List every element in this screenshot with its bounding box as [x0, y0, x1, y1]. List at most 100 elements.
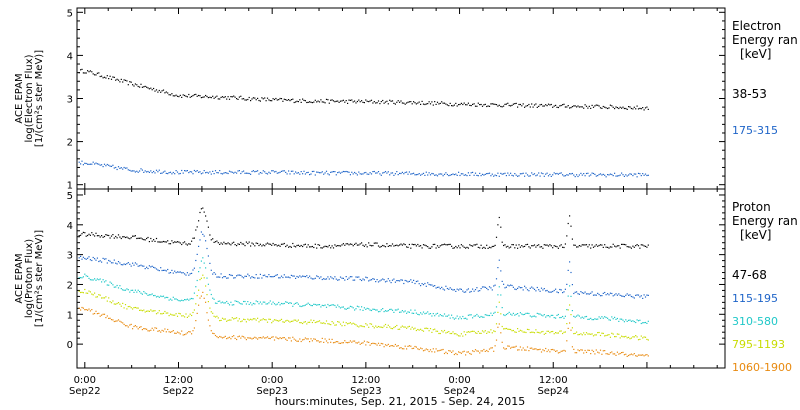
data-point	[324, 172, 326, 174]
data-point	[602, 246, 604, 248]
data-point	[115, 320, 117, 322]
data-point	[126, 80, 128, 82]
data-point	[293, 101, 295, 104]
data-point	[434, 351, 436, 353]
data-point	[577, 349, 579, 351]
data-point	[327, 99, 329, 101]
data-point	[514, 288, 516, 290]
data-point	[321, 322, 323, 324]
data-point	[307, 244, 309, 246]
data-point	[632, 354, 634, 356]
data-point	[324, 278, 326, 280]
data-point	[103, 163, 106, 165]
data-point	[427, 349, 429, 351]
data-point	[188, 243, 190, 245]
data-point	[89, 163, 91, 165]
data-point	[316, 101, 318, 103]
data-point	[303, 305, 305, 307]
data-point	[314, 277, 316, 279]
data-point	[626, 337, 628, 339]
data-point	[304, 304, 306, 306]
data-point	[88, 308, 90, 310]
data-point	[470, 330, 472, 333]
data-point	[304, 276, 306, 278]
data-point	[150, 294, 152, 296]
data-point	[354, 171, 356, 174]
data-point	[87, 70, 89, 72]
data-point	[584, 104, 586, 106]
data-point	[462, 315, 464, 318]
data-point	[231, 304, 233, 306]
data-point	[219, 276, 221, 278]
data-point	[553, 289, 555, 292]
data-point	[164, 241, 166, 243]
data-point	[587, 318, 589, 320]
data-point	[498, 301, 500, 303]
data-point	[542, 247, 544, 249]
data-point	[195, 229, 197, 231]
data-point	[231, 96, 233, 98]
data-point	[147, 87, 149, 89]
data-point	[223, 241, 225, 243]
y-axis-label-line: log(Electron Flux)	[24, 54, 35, 142]
data-point	[184, 170, 186, 172]
data-point	[290, 274, 292, 276]
data-point	[212, 273, 214, 275]
data-point	[248, 303, 250, 305]
data-point	[303, 244, 305, 246]
data-point	[230, 319, 232, 321]
data-point	[557, 352, 559, 354]
data-point	[349, 322, 351, 324]
data-point	[176, 331, 179, 333]
data-point	[288, 99, 290, 101]
data-point	[368, 341, 370, 343]
data-point	[205, 94, 207, 97]
data-point	[547, 175, 550, 177]
data-point	[445, 315, 447, 317]
data-point	[531, 316, 533, 318]
data-point	[91, 279, 93, 281]
data-point	[186, 316, 188, 318]
data-point	[317, 276, 319, 278]
data-point	[325, 245, 328, 248]
data-point	[236, 300, 238, 302]
data-point	[622, 243, 624, 245]
data-point	[254, 245, 256, 247]
data-point	[594, 105, 596, 107]
data-point	[519, 103, 521, 106]
data-point	[390, 282, 392, 284]
data-point	[563, 103, 565, 105]
data-point	[203, 297, 205, 299]
data-point	[299, 245, 301, 247]
data-point	[282, 321, 284, 323]
data-point	[158, 330, 160, 332]
data-point	[505, 246, 507, 248]
data-point	[144, 328, 146, 330]
data-point	[576, 331, 578, 333]
data-point	[332, 342, 335, 344]
data-point	[467, 102, 469, 104]
data-point	[518, 315, 520, 317]
data-point	[299, 322, 301, 324]
data-point	[375, 325, 377, 327]
data-point	[639, 354, 641, 356]
data-point	[290, 170, 292, 172]
data-point	[540, 172, 543, 174]
data-point	[226, 172, 228, 174]
data-point	[435, 348, 437, 350]
data-point	[91, 259, 93, 262]
data-point	[418, 348, 420, 351]
data-point	[307, 321, 309, 323]
data-point	[480, 288, 482, 290]
data-point	[78, 307, 80, 309]
data-point	[504, 103, 506, 105]
data-point	[161, 295, 163, 298]
data-point	[486, 244, 488, 246]
data-point	[525, 312, 527, 314]
data-point	[608, 319, 610, 321]
data-point	[535, 175, 537, 177]
data-point	[400, 326, 402, 328]
data-point	[616, 245, 618, 247]
data-point	[147, 267, 149, 270]
data-point	[272, 336, 274, 338]
